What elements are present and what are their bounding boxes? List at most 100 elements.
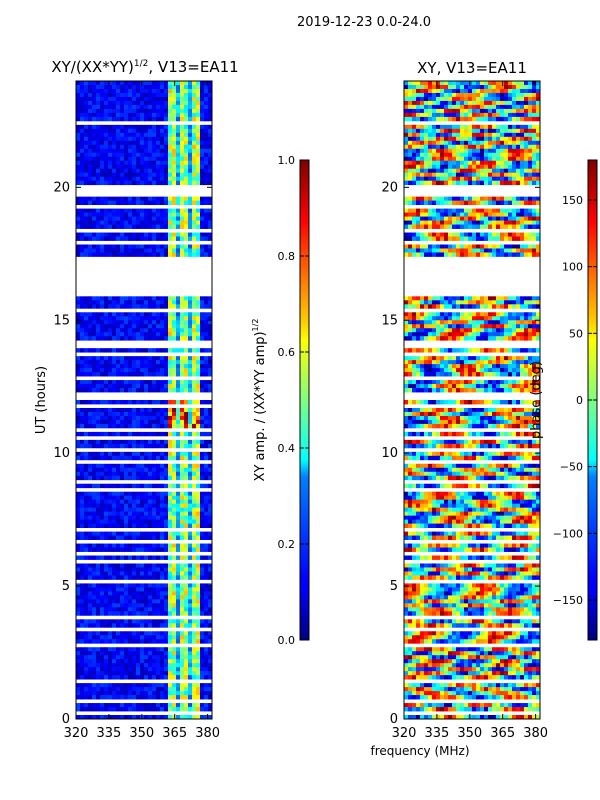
heatmap-cell (84, 328, 89, 333)
heatmap-cell (80, 419, 85, 425)
heatmap-cell (132, 348, 137, 353)
heatmap-cell (200, 587, 205, 592)
heatmap-cell (152, 455, 157, 461)
heatmap-cell (476, 128, 481, 134)
heatmap-cell (168, 443, 173, 449)
heatmap-cell (104, 635, 109, 640)
heatmap-cell (436, 180, 441, 186)
heatmap-cell (164, 715, 169, 719)
heatmap-cell (136, 332, 141, 337)
heatmap-cell (204, 595, 209, 600)
heatmap-cell (136, 535, 141, 540)
heatmap-cell (148, 407, 153, 413)
heatmap-cell (168, 515, 173, 521)
heatmap-cell (408, 172, 413, 178)
heatmap-cell (172, 599, 177, 604)
heatmap-cell (408, 136, 413, 142)
heatmap-cell (188, 411, 193, 417)
heatmap-cell (192, 523, 197, 528)
heatmap-cell (492, 116, 497, 122)
heatmap-cell (208, 535, 212, 540)
heatmap-cell (484, 160, 489, 166)
heatmap-cell (468, 132, 473, 138)
heatmap-cell (520, 152, 525, 158)
heatmap-cell (504, 152, 509, 158)
heatmap-cell (100, 108, 105, 114)
heatmap-cell (168, 543, 173, 548)
heatmap-cell (128, 140, 133, 146)
heatmap-cell (204, 212, 209, 217)
heatmap-cell (108, 567, 113, 572)
heatmap-cell (156, 707, 161, 712)
heatmap-cell (100, 216, 105, 221)
heatmap-cell (144, 515, 149, 521)
heatmap-cell (132, 336, 137, 341)
heatmap-cell (116, 523, 121, 528)
heatmap-cell (128, 651, 133, 656)
heatmap-cell (176, 671, 181, 676)
heatmap-cell (152, 467, 157, 473)
heatmap-cell (156, 296, 161, 301)
heatmap-cell (172, 451, 177, 457)
heatmap-cell (408, 88, 413, 94)
heatmap-cell (152, 104, 157, 110)
heatmap-cell (200, 683, 205, 688)
heatmap-cell (200, 607, 205, 612)
heatmap-cell (140, 519, 145, 525)
heatmap-cell (180, 236, 185, 241)
heatmap-cell (180, 439, 185, 445)
heatmap-cell (172, 611, 177, 616)
heatmap-cell (196, 443, 201, 449)
heatmap-cell (196, 124, 201, 130)
heatmap-cell (500, 128, 505, 134)
heatmap-cell (92, 563, 97, 568)
heatmap-cell (164, 603, 169, 608)
heatmap-cell (108, 411, 113, 417)
heatmap-cell (152, 136, 157, 142)
heatmap-cell (124, 639, 129, 644)
heatmap-cell (172, 112, 177, 118)
heatmap-cell (404, 108, 409, 114)
heatmap-cell (140, 328, 145, 333)
heatmap-cell (84, 136, 89, 142)
heatmap-cell (488, 144, 493, 150)
heatmap-cell (184, 164, 189, 170)
heatmap-cell (88, 312, 93, 317)
heatmap-cell (480, 180, 485, 186)
heatmap-cell (116, 415, 121, 421)
heatmap-cell (136, 316, 141, 321)
heatmap-cell (432, 92, 437, 98)
heatmap-cell (164, 463, 169, 469)
heatmap-cell (144, 320, 149, 325)
heatmap-cell (104, 571, 109, 576)
heatmap-cell (104, 511, 109, 517)
heatmap-cell (152, 567, 157, 572)
heatmap-cell (120, 220, 125, 225)
heatmap-cell (80, 531, 85, 536)
heatmap-cell (188, 332, 193, 337)
heatmap-cell (80, 543, 85, 548)
heatmap-cell (444, 100, 449, 106)
heatmap-cell (96, 587, 101, 592)
heatmap-cell (196, 607, 201, 612)
heatmap-cell (120, 84, 125, 90)
heatmap-cell (176, 304, 181, 309)
heatmap-cell (528, 196, 533, 202)
heatmap-cell (88, 116, 93, 122)
heatmap-cell (196, 691, 201, 696)
heatmap-cell (164, 555, 169, 560)
heatmap-cell (192, 196, 197, 202)
heatmap-cell (112, 587, 117, 592)
heatmap-cell (492, 140, 497, 146)
heatmap-cell (172, 164, 177, 170)
heatmap-cell (140, 555, 145, 560)
heatmap-cell (108, 168, 113, 174)
heatmap-cell (480, 156, 485, 162)
heatmap-cell (132, 124, 137, 130)
heatmap-cell (512, 104, 517, 110)
heatmap-cell (144, 555, 149, 560)
heatmap-cell (104, 360, 109, 365)
heatmap-cell (528, 164, 533, 170)
heatmap-cell (188, 671, 193, 676)
heatmap-cell (96, 523, 101, 528)
